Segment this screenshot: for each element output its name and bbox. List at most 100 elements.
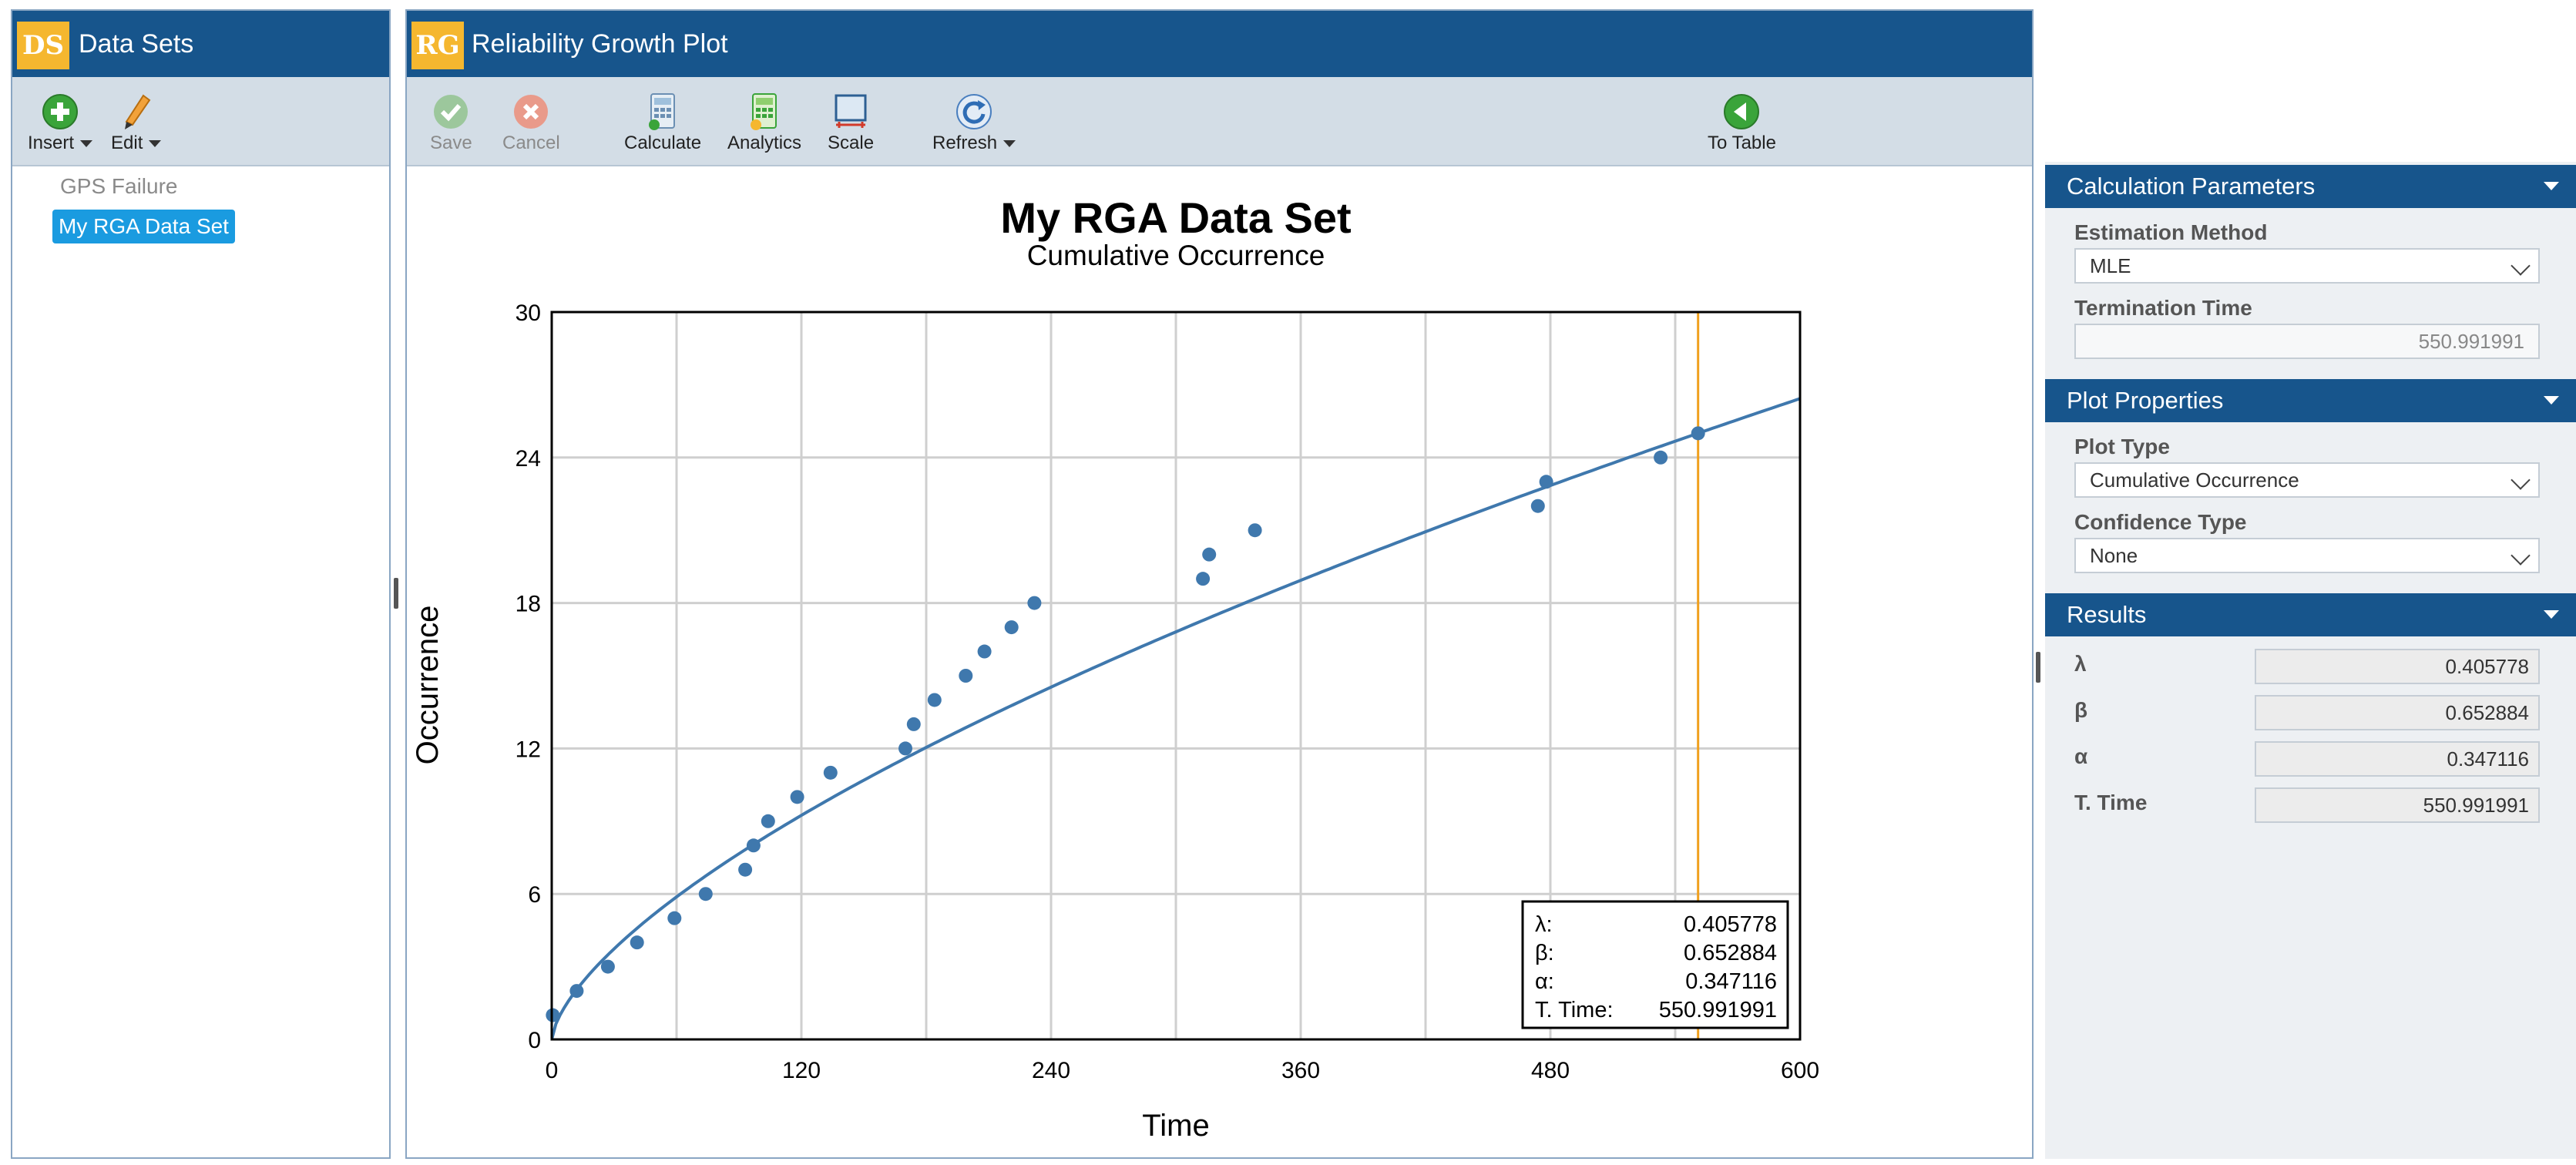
insert-button[interactable]: Insert bbox=[28, 91, 93, 154]
data-point bbox=[977, 644, 992, 659]
data-point bbox=[959, 669, 973, 683]
data-point bbox=[1539, 475, 1553, 489]
legend-ttime-label: T. Time: bbox=[1535, 998, 1614, 1022]
reliability-growth-title: Reliability Growth Plot bbox=[472, 29, 728, 59]
save-button[interactable]: Save bbox=[430, 91, 472, 154]
refresh-label: Refresh bbox=[932, 133, 998, 153]
data-point bbox=[738, 862, 753, 877]
data-point bbox=[1691, 426, 1705, 441]
refresh-dropdown-icon bbox=[1003, 140, 1016, 148]
data-point bbox=[600, 959, 615, 974]
left-splitter-handle[interactable] bbox=[391, 570, 401, 616]
legend-lambda-value: 0.405778 bbox=[1684, 912, 1777, 937]
x-tick-label: 0 bbox=[546, 1058, 559, 1083]
results-header[interactable]: Results bbox=[2045, 593, 2576, 636]
y-tick-label: 18 bbox=[516, 592, 541, 617]
reliability-growth-panel: RG Reliability Growth Plot Save Cancel bbox=[405, 9, 2034, 1159]
scale-icon bbox=[835, 94, 867, 128]
data-point bbox=[1004, 620, 1019, 635]
data-point bbox=[667, 911, 682, 925]
collapse-icon bbox=[2544, 182, 2559, 190]
chevron-down-icon bbox=[2511, 470, 2531, 490]
legend-lambda-label: λ: bbox=[1535, 912, 1553, 937]
plot-toolbar: Save Cancel Calculate bbox=[407, 77, 2032, 166]
cancel-label: Cancel bbox=[502, 133, 560, 153]
plot-type-select[interactable]: Cumulative Occurrence bbox=[2074, 462, 2540, 498]
result-beta-value: 0.652884 bbox=[2255, 695, 2540, 730]
collapse-icon bbox=[2544, 396, 2559, 405]
chevron-down-icon bbox=[2511, 546, 2531, 566]
data-point bbox=[1654, 450, 1668, 465]
data-set-item-my-rga[interactable]: My RGA Data Set bbox=[52, 210, 235, 243]
refresh-button[interactable]: Refresh bbox=[932, 91, 1016, 154]
confidence-type-label: Confidence Type bbox=[2074, 510, 2247, 534]
calculate-label: Calculate bbox=[624, 133, 702, 153]
data-point bbox=[790, 790, 804, 804]
scale-label: Scale bbox=[828, 133, 875, 153]
legend-alpha-label: α: bbox=[1535, 969, 1554, 994]
data-point bbox=[1530, 499, 1545, 513]
save-label: Save bbox=[430, 133, 472, 153]
x-axis-label: Time bbox=[1142, 1109, 1209, 1143]
reliability-growth-chart: My RGA Data Set Cumulative Occurrence 0 1… bbox=[411, 193, 1819, 1143]
edit-button[interactable]: Edit bbox=[111, 91, 162, 154]
data-point bbox=[1027, 596, 1042, 610]
insert-label: Insert bbox=[28, 133, 75, 153]
data-sets-titlebar: DS Data Sets bbox=[12, 11, 389, 77]
to-table-button[interactable]: To Table bbox=[1708, 91, 1776, 154]
legend-beta-value: 0.652884 bbox=[1684, 941, 1777, 965]
data-point bbox=[1248, 523, 1262, 538]
result-alpha-label: α bbox=[2074, 744, 2088, 768]
legend-ttime-value: 550.991991 bbox=[1659, 998, 1777, 1022]
termination-time-field[interactable]: 550.991991 bbox=[2074, 324, 2540, 359]
edit-dropdown-icon bbox=[149, 140, 162, 148]
grid bbox=[552, 312, 1800, 1039]
checkmark-icon bbox=[434, 95, 469, 129]
chart-subtitle: Cumulative Occurrence bbox=[1027, 240, 1325, 271]
legend-beta-label: β: bbox=[1535, 941, 1554, 965]
reliability-growth-titlebar: RG Reliability Growth Plot bbox=[407, 11, 2032, 77]
insert-dropdown-icon bbox=[80, 140, 93, 148]
data-point bbox=[823, 765, 838, 780]
estimation-method-value: MLE bbox=[2090, 254, 2131, 277]
parameter-legend: λ: 0.405778 β: 0.652884 α: 0.347116 T. T… bbox=[1521, 900, 1789, 1029]
termination-time-label: Termination Time bbox=[2074, 296, 2252, 320]
properties-panel: Calculation Parameters Estimation Method… bbox=[2045, 162, 2576, 1159]
data-point bbox=[630, 935, 644, 950]
collapse-icon bbox=[2544, 610, 2559, 619]
x-tick-label: 240 bbox=[1032, 1058, 1070, 1083]
data-point bbox=[761, 814, 775, 828]
calculator-icon bbox=[649, 93, 676, 130]
y-tick-label: 0 bbox=[528, 1028, 541, 1053]
data-set-item-gps-failure[interactable]: GPS Failure bbox=[60, 174, 178, 198]
calculate-button[interactable]: Calculate bbox=[624, 91, 701, 154]
estimation-method-select[interactable]: MLE bbox=[2074, 248, 2540, 284]
legend-box bbox=[1521, 900, 1789, 1029]
result-lambda-label: λ bbox=[2074, 652, 2087, 676]
plot-type-value: Cumulative Occurrence bbox=[2090, 468, 2299, 492]
result-lambda-value: 0.405778 bbox=[2255, 649, 2540, 684]
cancel-button[interactable]: Cancel bbox=[502, 91, 560, 154]
y-tick-label: 30 bbox=[516, 300, 541, 326]
plot-properties-title: Plot Properties bbox=[2067, 387, 2224, 414]
axis-ticks: 0 120 240 360 480 600 0 6 12 18 24 30 bbox=[516, 300, 1819, 1083]
analytics-button[interactable]: Analytics bbox=[727, 91, 801, 154]
plot-properties-header[interactable]: Plot Properties bbox=[2045, 379, 2576, 422]
x-tick-label: 600 bbox=[1781, 1058, 1819, 1083]
reliability-growth-badge: RG bbox=[411, 22, 464, 69]
refresh-icon bbox=[956, 94, 992, 129]
chevron-down-icon bbox=[2511, 256, 2531, 276]
data-sets-title: Data Sets bbox=[79, 29, 194, 59]
legend-alpha-value: 0.347116 bbox=[1685, 969, 1777, 994]
estimation-method-label: Estimation Method bbox=[2074, 220, 2268, 244]
calculation-parameters-header[interactable]: Calculation Parameters bbox=[2045, 165, 2576, 208]
scale-button[interactable]: Scale bbox=[828, 91, 874, 154]
data-point bbox=[906, 717, 921, 731]
confidence-type-select[interactable]: None bbox=[2074, 538, 2540, 573]
y-axis-label: Occurrence bbox=[411, 606, 445, 765]
confidence-type-value: None bbox=[2090, 544, 2138, 567]
data-point bbox=[569, 984, 584, 999]
back-arrow-icon bbox=[1724, 94, 1760, 129]
right-splitter-handle[interactable] bbox=[2034, 644, 2043, 690]
chart-title: My RGA Data Set bbox=[1000, 193, 1351, 242]
